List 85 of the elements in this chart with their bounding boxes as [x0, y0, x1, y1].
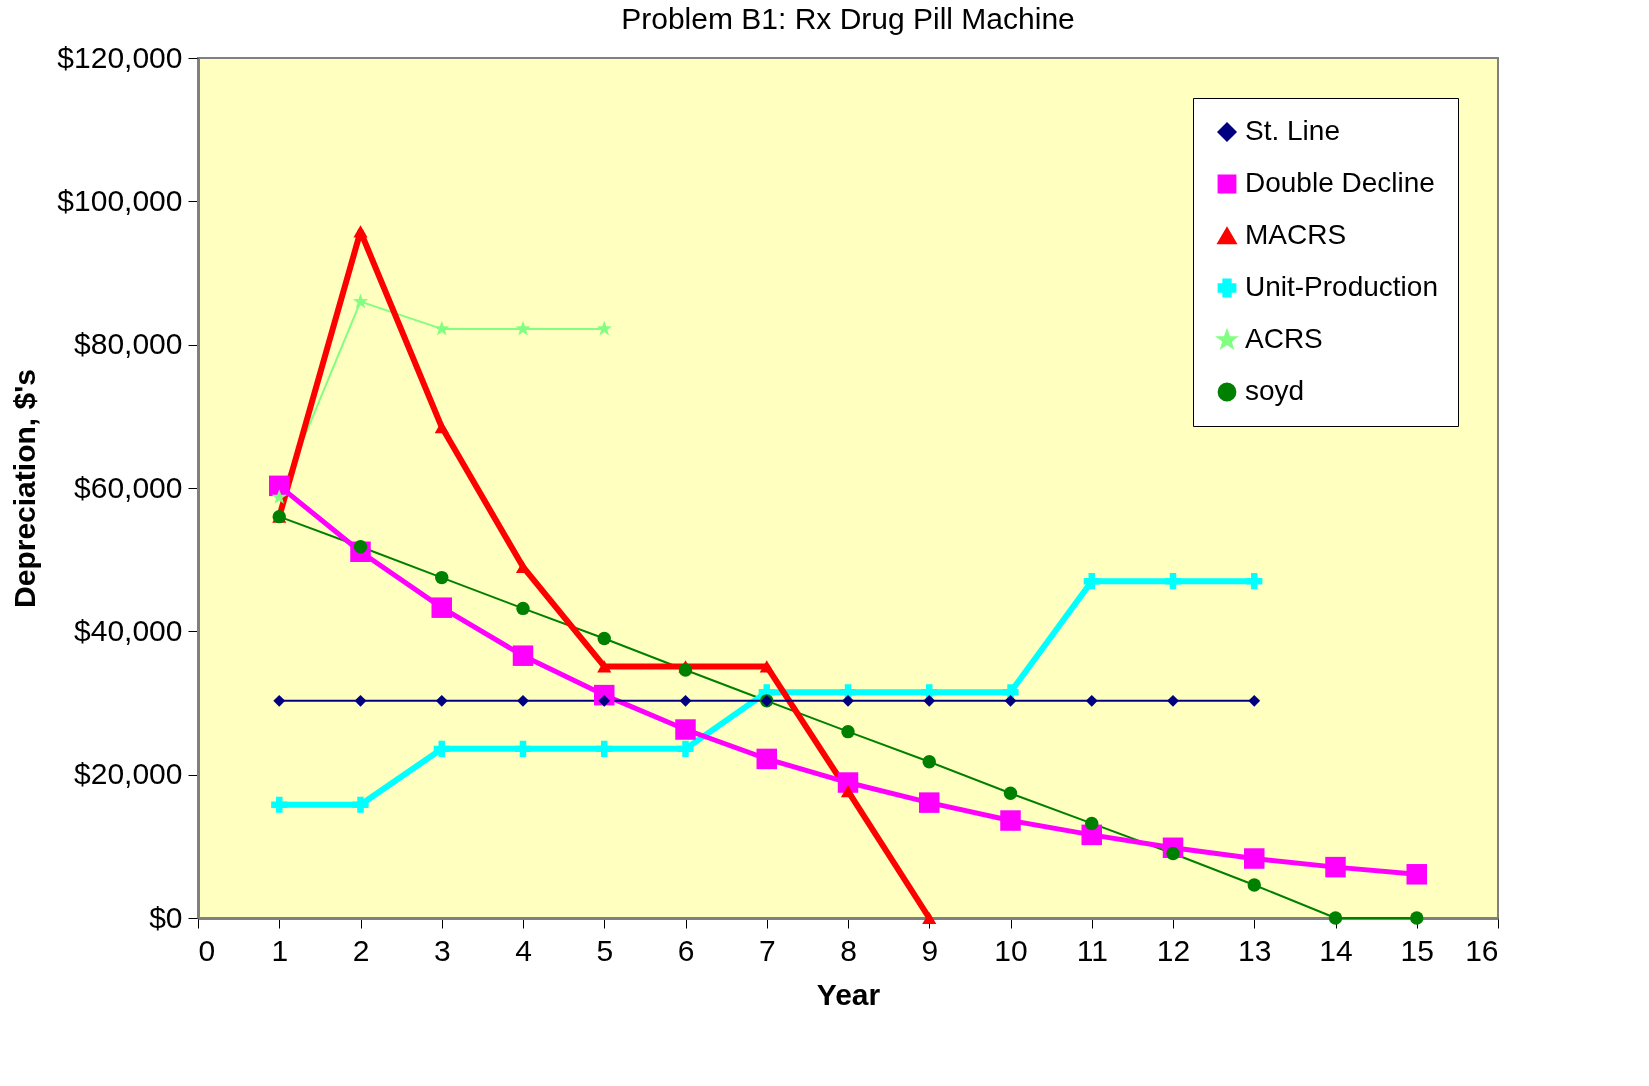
x-tick-label: 5 — [596, 933, 614, 967]
x-axis-title: Year — [816, 977, 881, 1011]
point — [1247, 878, 1261, 892]
point — [922, 911, 937, 925]
point — [840, 785, 856, 798]
point — [678, 663, 693, 677]
point — [517, 694, 529, 707]
point — [1406, 864, 1427, 885]
x-tick-label: 3 — [433, 933, 451, 967]
point — [1085, 694, 1098, 707]
point — [431, 597, 452, 618]
point — [353, 225, 368, 238]
point — [837, 772, 859, 793]
x-tick-label: 1 — [271, 933, 289, 967]
point — [596, 320, 612, 336]
x-tick-label: 12 — [1156, 933, 1191, 967]
x-tick-label: 9 — [921, 933, 939, 967]
point — [1167, 694, 1179, 707]
point — [597, 631, 611, 646]
legend-label: MACRS — [1245, 219, 1347, 250]
point — [352, 796, 369, 813]
x-tick-label: 2 — [352, 933, 370, 967]
point — [1248, 694, 1261, 707]
y-axis-title: Depreciation, $'s — [8, 369, 42, 608]
point — [756, 748, 777, 770]
point — [596, 740, 613, 757]
point — [1085, 816, 1099, 831]
point — [923, 694, 936, 707]
y-tick-label: $100,000 — [57, 183, 183, 217]
y-tick-label: $120,000 — [57, 40, 183, 74]
point — [271, 489, 287, 504]
x-tick-label: 14 — [1319, 933, 1353, 967]
x-tick-label: 7 — [758, 933, 776, 967]
legend-label: St. Line — [1245, 115, 1340, 146]
point — [435, 694, 448, 707]
point — [679, 694, 692, 707]
y-tick-label: $60,000 — [74, 470, 183, 504]
x-tick-label: 0 — [198, 933, 216, 967]
point — [1328, 911, 1343, 925]
point — [1246, 573, 1263, 590]
point — [677, 740, 694, 757]
point — [516, 601, 530, 616]
x-tick-label: 6 — [677, 933, 695, 967]
x-tick-label: 4 — [515, 933, 532, 967]
x-tick-label: 15 — [1400, 933, 1434, 967]
point — [435, 570, 449, 585]
y-tick-label: $40,000 — [74, 613, 183, 647]
point — [512, 645, 534, 666]
x-tick-label: 8 — [840, 933, 857, 967]
legend-label: ACRS — [1245, 323, 1323, 354]
point — [922, 755, 936, 769]
legend-label: soyd — [1245, 375, 1305, 406]
point — [1164, 573, 1182, 590]
point — [1003, 786, 1018, 800]
point — [759, 660, 774, 673]
point — [1004, 694, 1017, 707]
point — [675, 719, 696, 740]
point — [597, 660, 612, 673]
point — [1244, 848, 1265, 869]
y-tick-label: $80,000 — [74, 327, 183, 361]
chart-title: Problem B1: Rx Drug Pill Machine — [621, 2, 1075, 35]
point — [271, 796, 288, 813]
y-tick-label: $20,000 — [74, 757, 183, 791]
point — [1083, 573, 1100, 590]
point — [434, 420, 449, 434]
point — [514, 740, 532, 757]
point — [273, 694, 286, 707]
x-tick-label: 16 — [1465, 933, 1499, 967]
x-tick-label: 11 — [1076, 933, 1108, 967]
legend-label: Double Decline — [1245, 167, 1435, 198]
y-tick-label: $0 — [149, 900, 183, 934]
point — [434, 320, 450, 336]
point — [515, 320, 531, 336]
point — [842, 694, 854, 707]
point — [919, 792, 940, 813]
x-tick-label: 10 — [994, 933, 1028, 967]
point — [1410, 911, 1424, 925]
legend-label: Unit-Production — [1245, 271, 1438, 302]
point — [1325, 856, 1346, 878]
point — [433, 740, 450, 757]
x-tick-label: 13 — [1238, 933, 1272, 967]
point — [352, 293, 369, 309]
point — [354, 694, 367, 707]
point — [841, 724, 855, 739]
point — [1000, 810, 1021, 831]
